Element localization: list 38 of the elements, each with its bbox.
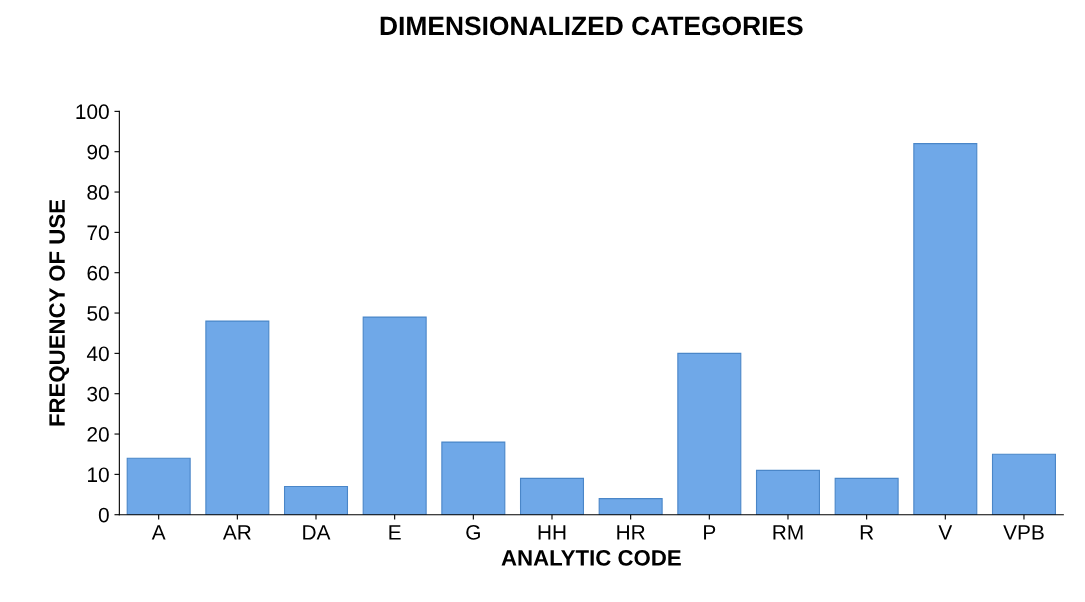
bar: [834, 477, 899, 515]
bar: [755, 469, 821, 515]
bar: [598, 498, 663, 515]
x-tick-label: AR: [222, 525, 251, 540]
x-tick-label: VPB: [1003, 525, 1044, 540]
bar: [519, 477, 585, 515]
y-tick-label: 100: [76, 104, 109, 120]
x-tick-label: RM: [773, 525, 803, 540]
y-tick-label: 50: [87, 306, 109, 321]
x-tick-label: R: [860, 525, 874, 540]
x-tick-label: HR: [617, 525, 645, 540]
x-tick-label: HH: [538, 525, 566, 540]
x-tick-label: G: [466, 524, 480, 540]
x-axis-title: ANALYTIC CODE: [501, 550, 681, 566]
y-tick-label: 10: [88, 467, 109, 483]
x-tick-label: E: [389, 525, 401, 540]
y-tick-label: 30: [87, 386, 109, 402]
y-tick-label: 60: [87, 265, 109, 281]
y-axis-title: FREQUENCY OF USE: [49, 199, 70, 426]
bar: [205, 320, 270, 515]
x-tick-label: DA: [303, 525, 331, 540]
x-tick-label: V: [938, 525, 953, 540]
bar: [283, 485, 349, 515]
bar: [677, 352, 742, 515]
bar: [441, 441, 506, 515]
y-tick-label: 80: [87, 185, 109, 200]
y-tick-label: 20: [87, 427, 109, 442]
bar: [362, 316, 427, 515]
x-tick-label: P: [704, 525, 716, 540]
bar: [913, 143, 978, 515]
bar: [991, 453, 1056, 515]
y-tick-label: 90: [87, 144, 109, 160]
bar: [126, 457, 191, 515]
y-tick-label: 40: [86, 346, 109, 362]
y-tick-label: 70: [87, 225, 109, 241]
x-tick-label: A: [151, 525, 166, 540]
chart-title: DIMENSIONALIZED CATEGORIES: [380, 16, 803, 36]
y-tick-label: 0: [98, 507, 109, 523]
